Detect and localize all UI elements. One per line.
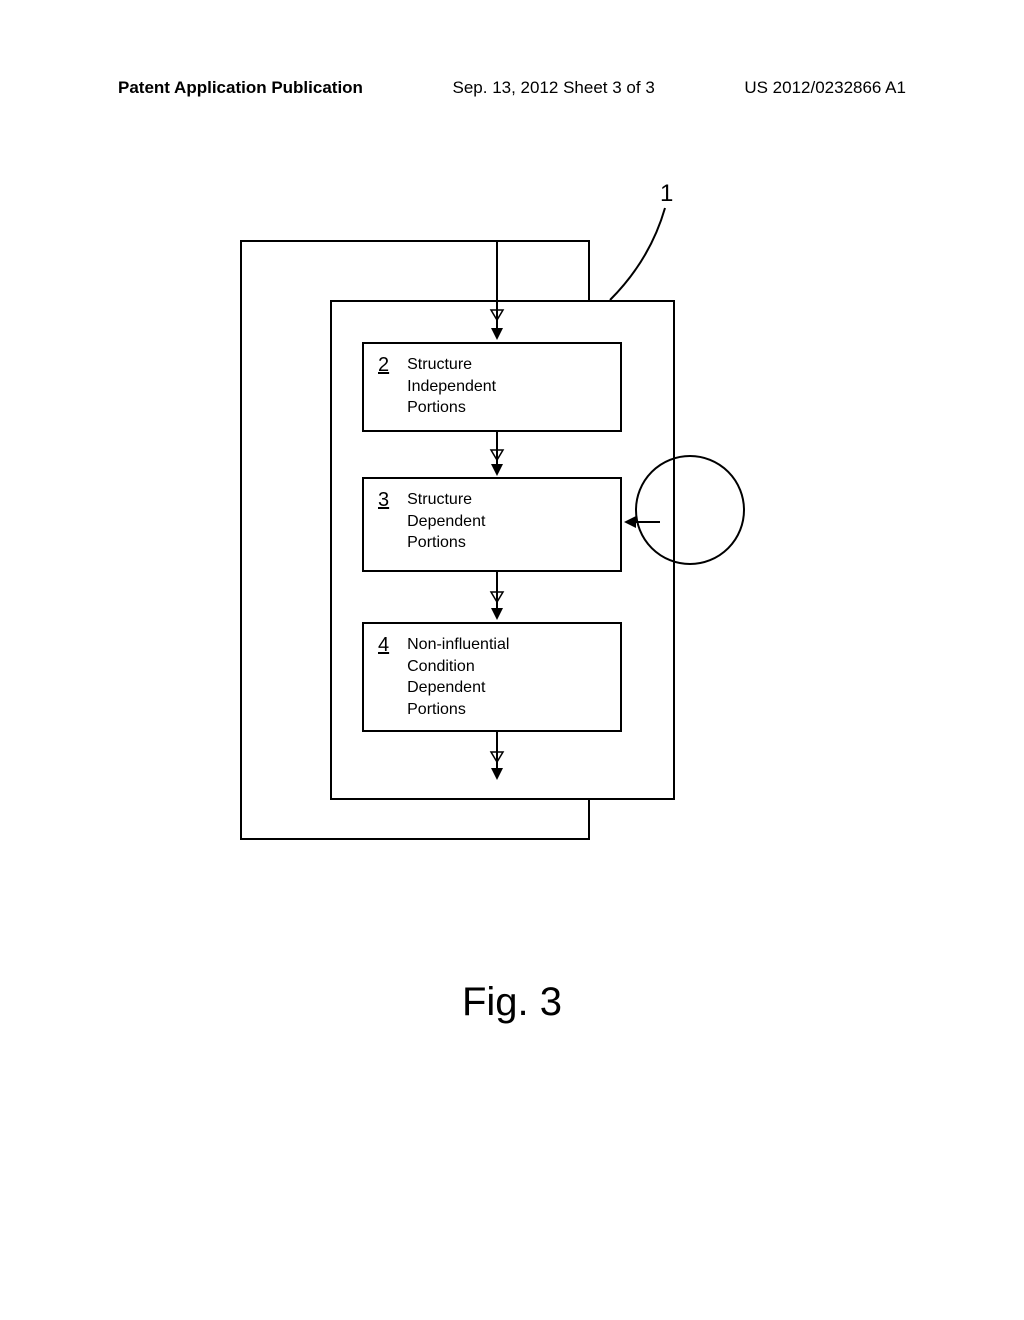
box-4-text: Non-influential Condition Dependent Port… [407,634,509,720]
box-3-text: Structure Dependent Portions [407,489,485,554]
diagram: 1 2 Structure Independent Portions 3 Str… [240,180,780,820]
box-2-number: 2 [378,354,389,377]
header-patent-number: US 2012/0232866 A1 [744,78,906,98]
header-publication: Patent Application Publication [118,78,363,98]
arrow-box3-to-box4 [487,572,507,624]
leader-line-1 [590,200,680,310]
box-3: 3 Structure Dependent Portions [362,477,622,572]
box-4: 4 Non-influential Condition Dependent Po… [362,622,622,732]
arrow-top-to-box2 [487,242,507,342]
arrow-box2-to-box3 [487,432,507,480]
page-header: Patent Application Publication Sep. 13, … [0,78,1024,98]
box-2-text: Structure Independent Portions [407,354,496,419]
box-3-number: 3 [378,489,389,512]
box-4-number: 4 [378,634,389,657]
header-date-sheet: Sep. 13, 2012 Sheet 3 of 3 [453,78,655,98]
box-2: 2 Structure Independent Portions [362,342,622,432]
inner-rectangle: 2 Structure Independent Portions 3 Struc… [330,300,675,800]
figure-label: Fig. 3 [0,980,1024,1025]
circle-annotation [635,455,745,565]
arrow-box4-down [487,732,507,784]
